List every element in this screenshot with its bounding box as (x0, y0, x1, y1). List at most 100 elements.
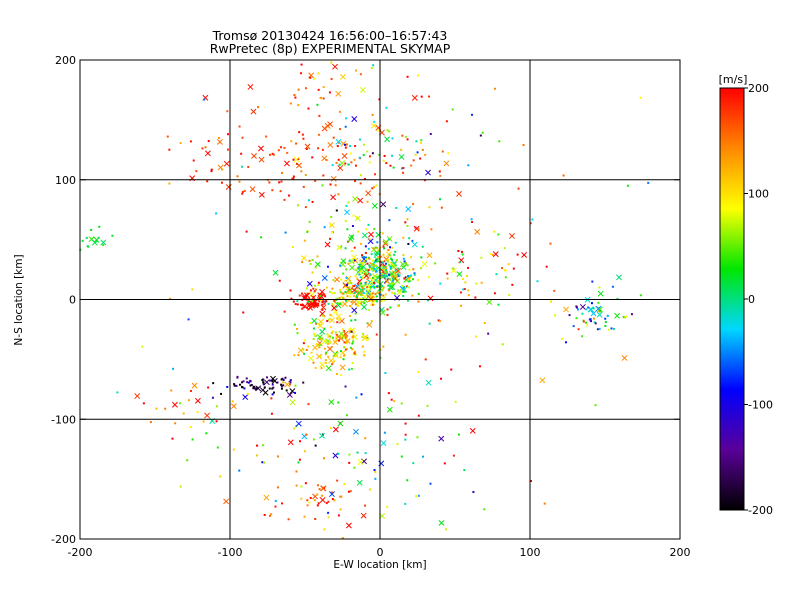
cross-marker (286, 392, 293, 398)
cross-marker (319, 361, 326, 368)
dot-marker (348, 330, 351, 333)
dot-marker (312, 438, 315, 441)
cross-marker (351, 116, 358, 122)
dot-marker (268, 379, 271, 382)
dot-marker (270, 397, 273, 400)
dot-marker (307, 345, 310, 348)
cross-stroke (371, 202, 378, 209)
dot-marker (281, 377, 284, 380)
cross-stroke (283, 160, 290, 167)
cross-marker (356, 479, 363, 486)
dot-marker (321, 308, 324, 311)
dot-marker (591, 280, 594, 283)
dot-marker (389, 285, 392, 288)
dot-marker (512, 267, 515, 270)
cross-stroke (312, 344, 318, 351)
dot-marker (323, 302, 326, 305)
cross-marker (319, 497, 326, 503)
cross-stroke (328, 222, 335, 228)
dot-marker (331, 292, 334, 295)
cross-stroke (398, 153, 405, 160)
dot-marker (226, 110, 229, 113)
dot-marker (577, 328, 580, 331)
dot-marker (364, 245, 367, 248)
dot-marker (377, 279, 380, 282)
dot-marker (97, 236, 100, 239)
dot-marker (382, 159, 385, 162)
dot-marker (348, 295, 351, 298)
cross-stroke (91, 239, 98, 246)
dot-marker (262, 444, 265, 447)
cross-marker (391, 261, 397, 268)
y-axis-label: N-S location [km] (13, 254, 25, 345)
dot-marker (343, 341, 346, 344)
grid-lines (80, 60, 680, 539)
cross-stroke (366, 283, 373, 290)
dot-marker (368, 238, 371, 241)
dot-marker (360, 302, 363, 305)
dot-marker (189, 426, 192, 429)
dot-marker (365, 228, 368, 231)
dot-marker (497, 233, 500, 236)
cross-marker (342, 282, 349, 289)
dot-marker (400, 167, 403, 170)
dot-marker (364, 437, 367, 440)
cross-marker (486, 299, 493, 306)
dot-marker (359, 276, 362, 279)
dot-marker (309, 289, 312, 292)
dot-marker (374, 470, 377, 473)
dot-marker (220, 392, 223, 395)
dot-marker (424, 358, 427, 361)
dot-marker (359, 297, 362, 300)
cross-stroke (396, 289, 403, 296)
dot-marker (305, 433, 308, 436)
dot-marker (303, 239, 306, 242)
cross-stroke (321, 338, 328, 345)
dot-marker (271, 189, 274, 192)
dot-marker (359, 262, 362, 265)
dot-marker (343, 346, 346, 349)
dot-marker (340, 374, 343, 377)
dot-marker (202, 420, 205, 423)
cross-marker (316, 340, 323, 347)
dot-marker (530, 479, 533, 482)
dot-marker (339, 508, 342, 511)
dot-marker (495, 273, 498, 276)
dot-marker (301, 261, 304, 264)
cross-marker (579, 303, 586, 310)
dot-marker (417, 74, 420, 77)
cross-marker (614, 312, 621, 319)
dot-marker (283, 310, 286, 313)
dot-marker (371, 292, 374, 295)
dot-marker (171, 437, 174, 440)
cross-marker (340, 73, 346, 80)
cross-stroke (338, 317, 345, 324)
cross-stroke (332, 426, 339, 433)
dot-marker (374, 477, 377, 480)
cross-stroke (100, 239, 107, 246)
dot-marker (382, 273, 385, 276)
dot-marker (226, 148, 229, 151)
dot-marker (381, 268, 384, 271)
cross-stroke (258, 156, 265, 163)
dot-marker (428, 206, 431, 209)
dot-marker (348, 453, 351, 456)
dot-marker (319, 295, 322, 298)
cross-marker (426, 252, 433, 259)
y-tick-label: 200 (55, 54, 76, 67)
dot-marker (616, 297, 619, 300)
dot-marker (360, 261, 363, 264)
dot-marker (446, 272, 449, 275)
dot-marker (306, 499, 309, 502)
dot-marker (471, 113, 474, 116)
dot-marker (374, 293, 377, 296)
dot-marker (386, 313, 389, 316)
dot-marker (310, 351, 313, 354)
dot-marker (305, 87, 308, 90)
dot-marker (647, 181, 650, 184)
cross-stroke (361, 268, 368, 275)
dot-marker (467, 289, 470, 292)
dot-marker (340, 278, 343, 281)
dot-marker (335, 336, 338, 339)
dot-marker (366, 150, 369, 153)
